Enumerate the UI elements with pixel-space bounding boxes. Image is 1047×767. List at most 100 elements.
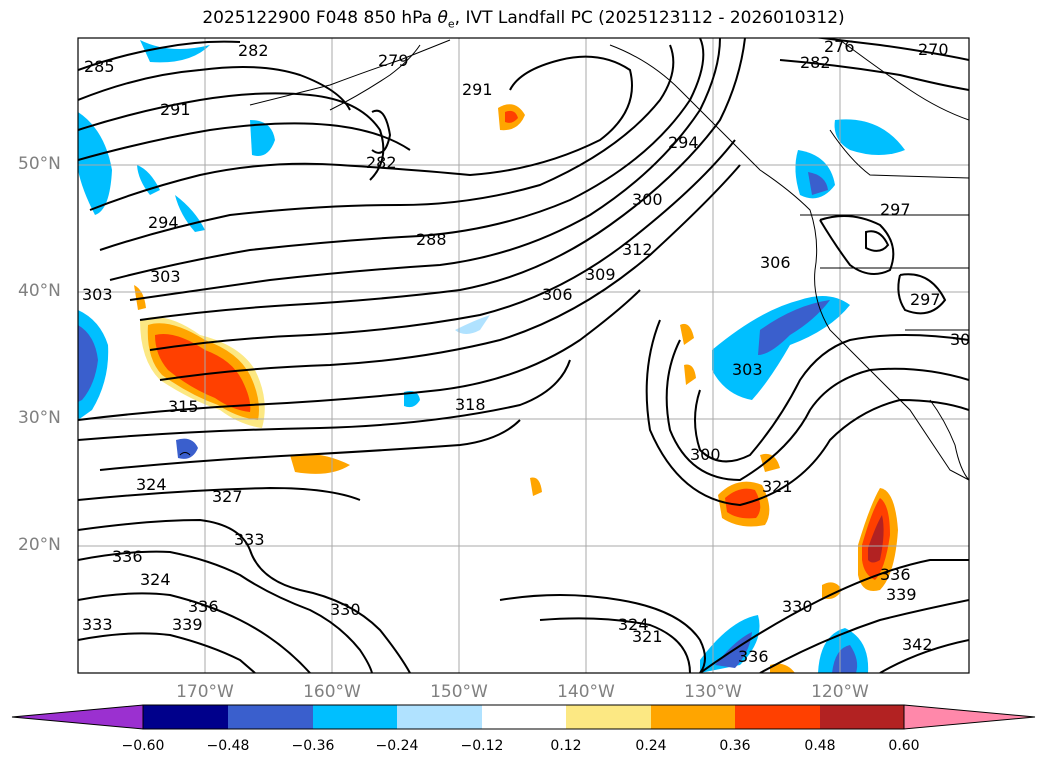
pos-anomaly-small4 — [822, 582, 842, 599]
lon-label: 120°W — [811, 682, 869, 702]
contour-label: 285 — [84, 57, 115, 76]
neg-anomaly-small2 — [404, 391, 420, 408]
lat-label: 50°N — [18, 154, 61, 174]
colorbar-bin — [651, 705, 735, 729]
colorbar-tick-label: −0.12 — [460, 738, 504, 754]
contour-label: 324 — [140, 570, 171, 589]
map-plot-area: 285 282 291 291 282 279 276 270 282 288 … — [78, 37, 981, 673]
pos-anomaly-mexico-dark — [868, 515, 884, 563]
contour-label: 336 — [880, 565, 911, 584]
colorbar-tick-label: 0.12 — [550, 738, 582, 754]
contour-label: 336 — [738, 647, 769, 666]
contour-label: 297 — [910, 290, 941, 309]
neg-anomaly-se-core — [832, 645, 858, 673]
lon-label: 170°W — [176, 682, 234, 702]
colorbar-tick-label: −0.60 — [121, 738, 165, 754]
contour-label: 294 — [668, 133, 699, 152]
contour-label: 330 — [330, 600, 361, 619]
pos-anomaly-band — [290, 453, 350, 474]
colorbar-tick-label: 0.60 — [888, 738, 920, 754]
lat-label: 20°N — [18, 535, 61, 555]
colorbar-extend-high — [903, 704, 1036, 730]
pos-anomaly-small3 — [760, 453, 780, 472]
colorbar-bin — [735, 705, 820, 729]
lon-label: 130°W — [684, 682, 742, 702]
pos-anomaly-small5 — [680, 323, 694, 345]
contour-label: 324 — [136, 475, 167, 494]
contour-label: 294 — [148, 213, 179, 232]
contour-label: 336 — [112, 547, 143, 566]
colorbar — [11, 704, 1036, 730]
contour-label: 315 — [168, 397, 199, 416]
colorbar-bin — [566, 705, 651, 729]
map-frame — [77, 37, 970, 674]
contour-label: 303 — [732, 360, 763, 379]
contour-label: 327 — [212, 487, 243, 506]
colorbar-tick-label: −0.36 — [291, 738, 335, 754]
neg-anomaly-alaska — [250, 120, 275, 156]
pos-anomaly-small6 — [684, 364, 696, 385]
contour-label: 333 — [234, 530, 265, 549]
contour-label: 282 — [800, 53, 831, 72]
neg-anomaly-south — [700, 615, 760, 673]
colorbar-tick-label: 0.36 — [719, 738, 751, 754]
contour-label: 312 — [622, 240, 653, 259]
contour-label: 300 — [690, 445, 721, 464]
contour-label: 309 — [585, 265, 616, 284]
colorbar-bin — [397, 705, 482, 729]
colorbar-tick-label: −0.24 — [375, 738, 419, 754]
pos-anomaly-north-core — [505, 110, 518, 123]
contour-label: 282 — [238, 41, 269, 60]
lat-label: 30°N — [18, 408, 61, 428]
contour-label: 318 — [455, 395, 486, 414]
neg-anomaly-canada — [834, 119, 905, 155]
neg-anomaly-coast-core — [758, 300, 830, 355]
lat-label: 40°N — [18, 281, 61, 301]
contour-label: 300 — [632, 190, 663, 209]
graticule — [78, 38, 969, 673]
contour-label: 321 — [762, 477, 793, 496]
contour-label: 279 — [378, 51, 409, 70]
colorbar-bin — [482, 705, 566, 729]
contour-label: 291 — [160, 100, 191, 119]
contour-label: 321 — [632, 627, 663, 646]
pos-anomaly-main-core — [155, 334, 251, 412]
pos-anomaly-left2 — [134, 285, 146, 310]
contour-label: 330 — [782, 597, 813, 616]
neg-anomaly-mid — [455, 315, 490, 334]
colorbar-bin — [313, 705, 397, 729]
contour-label: 297 — [880, 200, 911, 219]
colorbar-bin — [820, 705, 904, 729]
lon-label: 150°W — [430, 682, 488, 702]
contour-label: 300 — [950, 330, 981, 349]
colorbar-bin — [228, 705, 313, 729]
map-title: 2025122900 F048 850 hPa θe, IVT Landfall… — [202, 8, 845, 31]
colorbar-tick-label: 0.24 — [635, 738, 667, 754]
colorbar-outline — [142, 704, 905, 730]
contour-label: 339 — [172, 615, 203, 634]
contour-label: 306 — [760, 253, 791, 272]
contour-label: 333 — [82, 615, 113, 634]
contour-label: 276 — [824, 37, 855, 56]
contour-label: 303 — [82, 285, 113, 304]
contour-label: 324 — [618, 615, 649, 634]
colorbar-tick-label: −0.48 — [206, 738, 250, 754]
contour-label: 303 — [150, 267, 181, 286]
neg-anomaly-coast — [712, 296, 850, 400]
colorbar-bin — [143, 705, 228, 729]
pos-anomaly-small8 — [770, 663, 795, 673]
lon-label: 140°W — [557, 682, 615, 702]
neg-anomaly-left-core — [78, 325, 98, 402]
contour-label: 291 — [462, 80, 493, 99]
contour-label: 306 — [542, 285, 573, 304]
neg-anomaly-topleft — [78, 112, 112, 215]
colorbar-tick-label: 0.48 — [804, 738, 836, 754]
coastlines — [179, 39, 969, 481]
colorbar-extend-low — [11, 704, 144, 730]
contour-labels: 285 282 291 291 282 279 276 270 282 288 … — [82, 37, 981, 666]
lon-label: 160°W — [303, 682, 361, 702]
contour-label: 270 — [918, 40, 949, 59]
contour-label: 336 — [188, 597, 219, 616]
theta-e-contours — [78, 38, 969, 673]
